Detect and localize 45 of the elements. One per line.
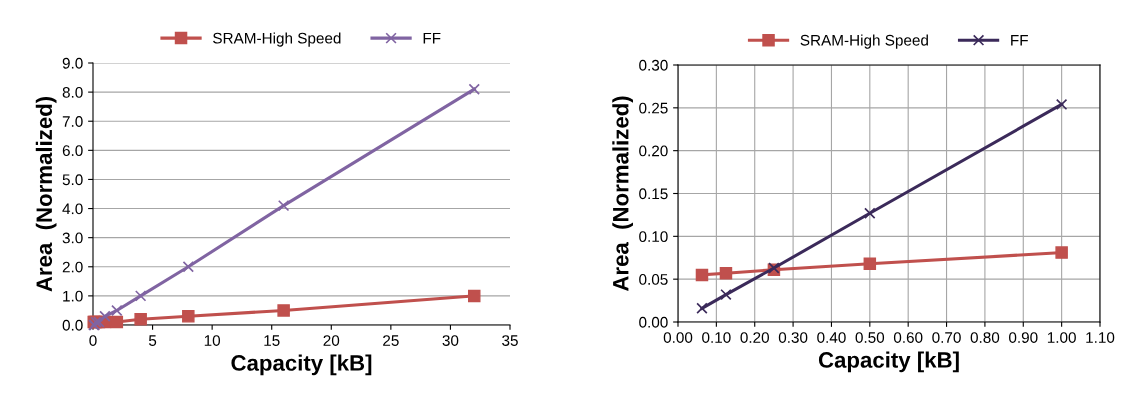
y-tick-label: 0.15	[639, 188, 668, 200]
x-axis-title: Capacity [kB]	[818, 351, 959, 373]
x-tick-label: 0.10	[702, 332, 731, 343]
legend-label: FF	[423, 32, 441, 44]
x-tick-label: 30	[442, 335, 459, 346]
x-tick-label: 35	[502, 335, 518, 346]
x-tick-label: 5	[148, 335, 157, 346]
y-tick-label: 0.30	[639, 59, 668, 71]
x-tick-label: 25	[383, 335, 399, 346]
x-tick-label: 0.20	[740, 332, 769, 343]
x-tick-label: 0.40	[817, 332, 846, 343]
y-tick-label: 4.0	[62, 203, 83, 215]
y-tick-label: 1.0	[63, 290, 83, 302]
y-tick-label: 7.0	[62, 116, 83, 127]
x-tick-label: 0.80	[970, 332, 1000, 343]
x-tick-label: 0.90	[1009, 332, 1038, 343]
legend-label: SRAM-High Speed	[213, 32, 341, 47]
x-tick-label: 1.10	[1086, 332, 1115, 343]
y-tick-label: 0.05	[639, 274, 668, 285]
y-tick-label: 3.0	[62, 232, 83, 244]
y-tick-label: 9.0	[62, 57, 83, 69]
legend-label: SRAM-High Speed	[800, 34, 928, 49]
y-axis-title: Area (Normalized)	[35, 96, 57, 292]
y-tick-label: 0.25	[639, 102, 668, 114]
x-tick-label: 0.70	[932, 332, 961, 343]
x-tick-label: 20	[323, 335, 340, 346]
y-tick-label: 0.20	[639, 145, 668, 157]
x-tick-label: 0	[89, 335, 97, 346]
y-tick-label: 2.0	[62, 261, 83, 273]
x-tick-label: 15	[264, 335, 280, 346]
y-tick-label: 5.0	[62, 174, 83, 186]
x-tick-label: 0.30	[778, 332, 808, 343]
y-tick-label: 0.00	[639, 316, 668, 328]
y-axis-title: Area (Normalized)	[612, 96, 633, 292]
x-tick-label: 10	[204, 335, 221, 346]
y-tick-label: 0.0	[62, 319, 83, 331]
x-axis-title: Capacity [kB]	[231, 354, 372, 376]
legend-label: FF	[1011, 35, 1028, 46]
y-tick-label: 8.0	[62, 86, 83, 98]
y-tick-label: 6.0	[62, 145, 83, 157]
y-tick-label: 0.10	[639, 231, 668, 243]
x-tick-label: 0.50	[855, 332, 885, 343]
x-tick-label: 0.00	[663, 332, 693, 343]
x-tick-label: 0.60	[893, 332, 923, 343]
x-tick-label: 1.00	[1047, 332, 1076, 343]
